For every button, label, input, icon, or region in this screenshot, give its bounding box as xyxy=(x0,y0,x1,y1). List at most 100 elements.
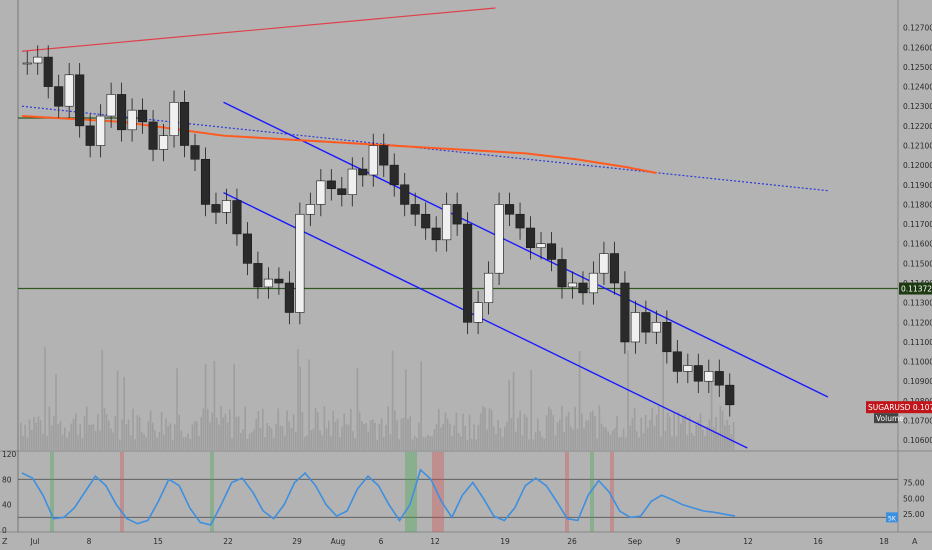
volume-bar xyxy=(497,419,499,450)
candle-body xyxy=(389,164,399,186)
volume-bar xyxy=(576,428,579,450)
volume-bar xyxy=(688,416,691,450)
candle-body xyxy=(599,253,609,274)
volume-bar xyxy=(143,434,145,450)
candle-body xyxy=(714,371,724,386)
volume-bar xyxy=(103,407,106,450)
volume-bar xyxy=(633,408,636,450)
candle-body xyxy=(557,259,567,288)
last-price-label: SUGARUSD 0.10768 xyxy=(868,403,932,412)
price-tick-label: 0.12600 xyxy=(903,43,932,52)
volume-bar xyxy=(222,417,224,450)
volume-bar xyxy=(541,436,543,450)
volume-bar xyxy=(484,407,486,450)
volume-bar xyxy=(321,435,323,450)
volume-bar xyxy=(39,420,42,450)
volume-bar xyxy=(255,419,257,450)
oscillator-value-label: 5K xyxy=(888,515,897,522)
volume-bar xyxy=(561,406,563,450)
candle-body xyxy=(232,200,242,235)
last-price-badge xyxy=(866,401,932,414)
volume-bar xyxy=(585,420,587,450)
volume-bar xyxy=(64,427,66,450)
candle-body xyxy=(138,109,148,123)
volume-bar xyxy=(295,431,297,450)
oscillator-signal-band xyxy=(610,452,614,532)
price-tick-label: 0.11700 xyxy=(903,220,932,229)
candle-body xyxy=(43,56,53,87)
candle-body xyxy=(452,204,462,225)
volume-bar xyxy=(105,413,108,450)
volume-bar xyxy=(284,435,286,450)
red-trendline xyxy=(21,7,496,52)
volume-bar xyxy=(72,418,75,450)
volume-bar xyxy=(286,410,288,450)
volume-bar xyxy=(431,436,433,450)
volume-bar xyxy=(695,424,697,450)
candle-body xyxy=(484,272,494,303)
candle-body xyxy=(525,227,536,248)
price-tick-label: 0.12400 xyxy=(903,83,932,92)
bottom-left-label[interactable]: Z xyxy=(2,537,8,546)
volume-bar xyxy=(508,379,510,450)
volume-bar xyxy=(198,435,200,450)
time-tick-label: Sep xyxy=(628,537,642,546)
price-tick-label: 0.11800 xyxy=(903,200,932,209)
volume-bar xyxy=(215,417,218,450)
bottom-right-label[interactable]: A xyxy=(912,537,918,546)
volume-bar xyxy=(334,421,337,450)
oscillator-value-badge xyxy=(886,512,898,523)
volume-bar xyxy=(158,431,161,450)
volume-bar xyxy=(607,431,609,450)
volume-bar xyxy=(88,424,90,450)
volume-bar xyxy=(578,350,581,450)
volume-bar xyxy=(427,434,429,450)
volume-bar xyxy=(666,412,669,450)
volume-bar xyxy=(719,405,722,450)
volume-bar xyxy=(655,414,658,450)
volume-bar xyxy=(242,428,244,450)
volume-bar xyxy=(506,421,508,450)
volume-bar xyxy=(97,413,99,450)
volume-bar xyxy=(310,430,312,450)
volume-bar xyxy=(33,416,35,450)
time-tick-label: 29 xyxy=(292,537,302,546)
volume-bar xyxy=(411,439,414,450)
volume-bar xyxy=(581,413,583,450)
volume-bar xyxy=(662,345,664,450)
candle-body xyxy=(505,204,515,215)
volume-bar xyxy=(614,428,616,450)
volume-bar xyxy=(352,431,354,450)
volume-bar xyxy=(477,424,480,450)
volume-bar xyxy=(237,416,240,450)
volume-bar xyxy=(543,438,546,450)
volume-bar xyxy=(420,361,422,450)
volume-bar xyxy=(717,432,719,450)
volume-bar xyxy=(292,414,295,450)
time-tick-label: Aug xyxy=(331,537,346,546)
volume-bar xyxy=(435,423,438,450)
volume-bar xyxy=(460,436,462,450)
price-tick-label: 0.10700 xyxy=(903,417,932,426)
candle-body xyxy=(368,145,378,176)
volume-bar xyxy=(552,415,554,450)
volume-bar xyxy=(453,425,455,450)
volume-bar xyxy=(119,439,121,450)
volume-bar xyxy=(488,408,491,450)
volume-bar xyxy=(396,420,398,450)
volume-bar xyxy=(660,436,662,450)
volume-bar xyxy=(369,420,372,450)
volume-bar xyxy=(640,417,642,450)
oscillator-signal-band xyxy=(120,452,124,532)
volume-bar xyxy=(501,436,504,450)
price-tick-label: 0.11500 xyxy=(903,259,932,268)
volume-bar xyxy=(438,408,440,450)
support-price-badge xyxy=(899,282,932,295)
volume-bar xyxy=(482,406,484,450)
volume-bar xyxy=(440,427,442,450)
volume-bar xyxy=(407,419,409,450)
volume-bar xyxy=(50,425,53,450)
volume-bar xyxy=(554,435,557,450)
